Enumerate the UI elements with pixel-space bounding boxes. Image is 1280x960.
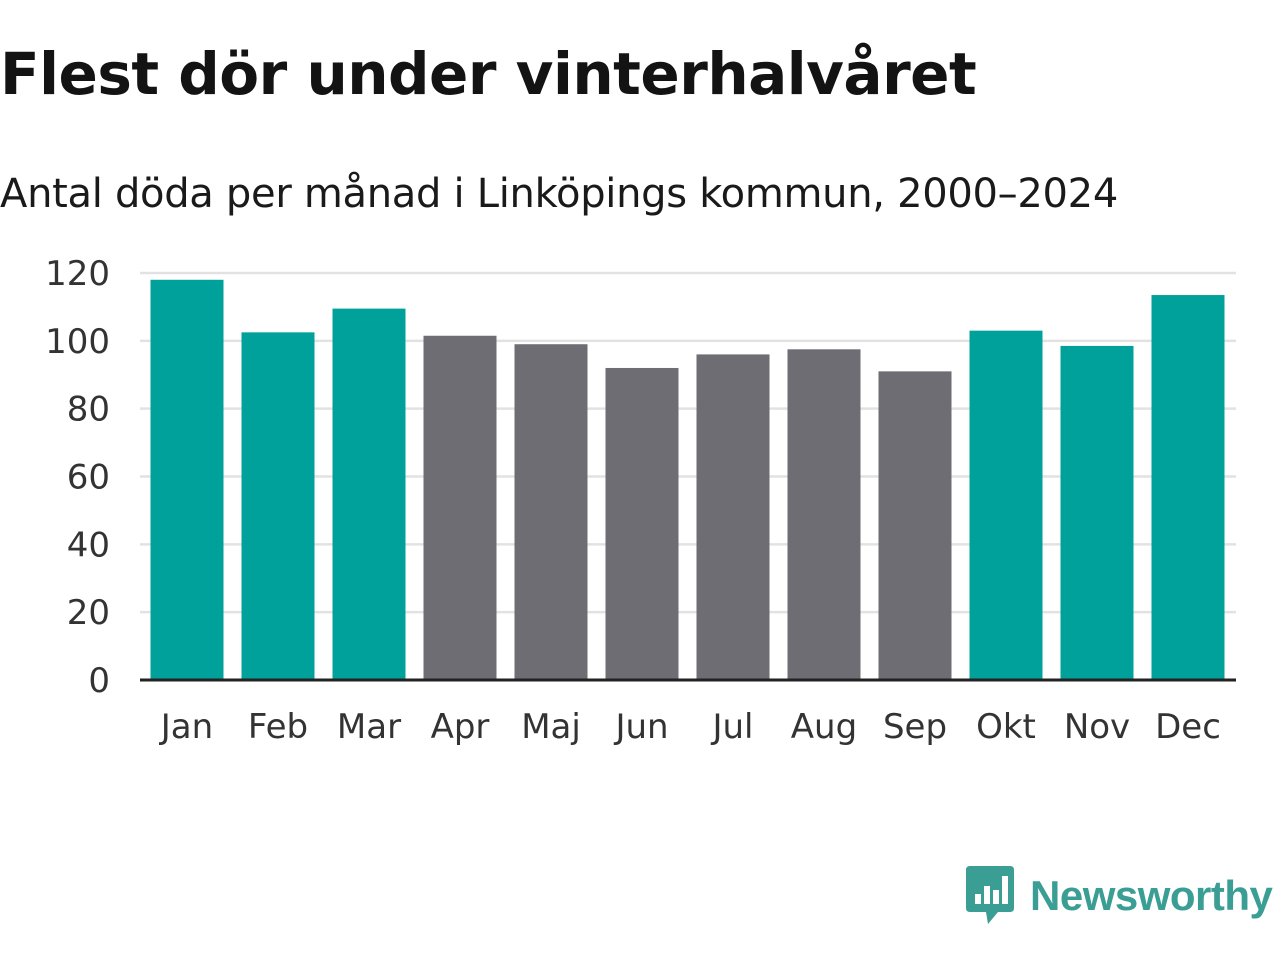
bar-apr bbox=[423, 335, 497, 680]
bar-aug bbox=[787, 349, 861, 680]
bars bbox=[150, 279, 1225, 680]
bar-jun bbox=[605, 367, 679, 680]
x-tick-label: Jan bbox=[159, 707, 213, 747]
x-axis-ticks: Jan Feb Mar Apr Maj Jun Jul Aug Sep Okt Nov Dec bbox=[159, 707, 1221, 747]
brand-name: Newsworthy bbox=[1030, 872, 1273, 919]
x-tick-label: Jun bbox=[613, 707, 668, 747]
x-tick-label: Maj bbox=[521, 707, 581, 747]
chart-subtitle: Antal döda per månad i Linköpings kommun… bbox=[0, 171, 1118, 217]
x-tick-label: Feb bbox=[248, 707, 308, 747]
x-tick-label: Nov bbox=[1064, 707, 1130, 747]
y-axis-ticks: 0 20 40 60 80 100 120 bbox=[45, 254, 110, 701]
x-tick-label: Mar bbox=[337, 707, 401, 747]
bar-sep bbox=[878, 371, 952, 680]
bar-mar bbox=[332, 308, 406, 680]
x-tick-label: Aug bbox=[791, 707, 857, 747]
x-tick-label: Jul bbox=[710, 707, 753, 747]
x-tick-label: Sep bbox=[883, 707, 947, 747]
bar-okt bbox=[969, 330, 1043, 680]
x-tick-label: Okt bbox=[976, 707, 1036, 747]
y-tick-label: 60 bbox=[67, 458, 110, 498]
bar-maj bbox=[514, 344, 588, 680]
gridlines bbox=[140, 271, 1236, 614]
y-tick-label: 120 bbox=[45, 254, 110, 294]
bar-feb bbox=[241, 332, 315, 680]
chart-title: Flest dör under vinterhalvåret bbox=[0, 40, 977, 108]
newsworthy-logo-icon bbox=[966, 866, 1014, 924]
bar-dec bbox=[1151, 295, 1225, 680]
y-tick-label: 0 bbox=[88, 661, 110, 701]
y-tick-label: 100 bbox=[45, 322, 110, 362]
y-tick-label: 20 bbox=[67, 593, 110, 633]
x-tick-label: Dec bbox=[1155, 707, 1221, 747]
bar-jan bbox=[150, 279, 224, 680]
bar-nov bbox=[1060, 345, 1134, 680]
bar-jul bbox=[696, 354, 770, 680]
x-tick-label: Apr bbox=[431, 707, 490, 747]
y-tick-label: 40 bbox=[67, 525, 110, 565]
y-tick-label: 80 bbox=[67, 390, 110, 430]
brand-logo: Newsworthy bbox=[964, 864, 1273, 928]
